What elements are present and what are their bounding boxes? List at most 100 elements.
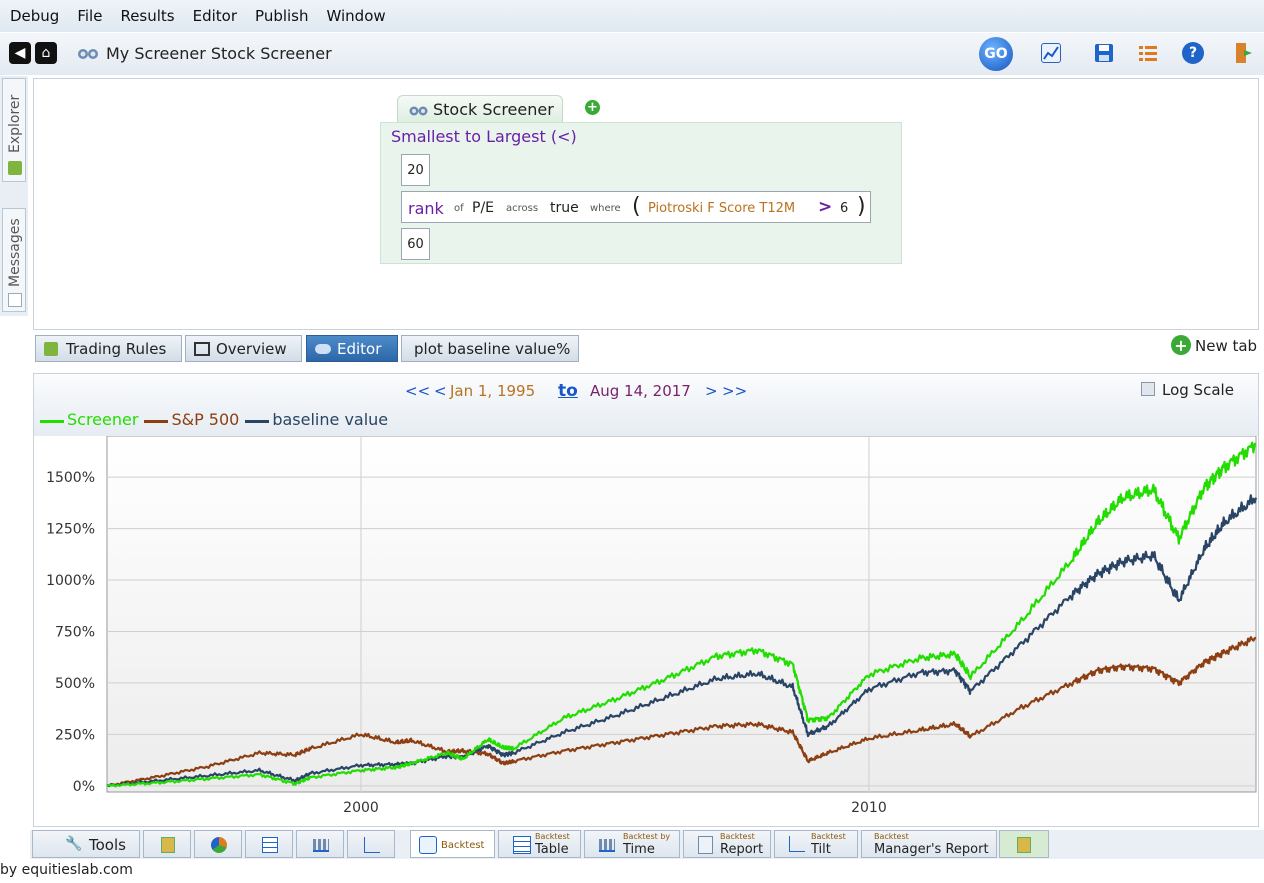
go-button[interactable]: GO: [979, 37, 1013, 71]
date-to-link[interactable]: to: [558, 381, 578, 401]
menu-file[interactable]: File: [77, 7, 103, 25]
new-tab-icon[interactable]: +: [1171, 335, 1191, 355]
tab-trading-rules-label: Trading Rules: [66, 339, 167, 358]
y-tick-label: 750%: [55, 624, 95, 640]
x-tick-label: 2000: [343, 800, 379, 816]
binoculars-icon: [76, 45, 100, 61]
next-fast-button[interactable]: >>: [722, 382, 748, 400]
tab-trading-rules[interactable]: Trading Rules: [35, 335, 182, 362]
tab-backtest-tilt[interactable]: Backtest Tilt: [774, 830, 858, 858]
across-keyword: across: [506, 203, 539, 214]
tab-time-small: Backtest by: [623, 832, 671, 841]
chart-panel: << < Jan 1, 1995 to Aug 14, 2017 > >> Lo…: [33, 373, 1259, 827]
messages-tab-label: Messages: [7, 218, 23, 287]
tab-manager-small: Backtest: [874, 832, 909, 841]
prev-button[interactable]: <: [434, 382, 447, 400]
new-tab-label[interactable]: New tab: [1195, 337, 1258, 355]
home-icon[interactable]: ⌂: [35, 42, 57, 64]
start-date[interactable]: Jan 1, 1995: [450, 382, 536, 400]
tab-backtest-label: Backtest: [441, 840, 485, 851]
footer-credit: by equitieslab.com: [0, 862, 133, 878]
scatter-icon: [364, 837, 380, 853]
menu-bar: Debug File Results Editor Publish Window: [0, 0, 1264, 32]
tab-backtest-manager[interactable]: Backtest Manager's Report: [861, 830, 997, 858]
menu-debug[interactable]: Debug: [10, 7, 60, 25]
tab-backtest-table[interactable]: Backtest Table: [498, 830, 581, 858]
toolbar: ◀ ⌂ My Screener Stock Screener GO ?: [0, 33, 1264, 75]
chart-icon[interactable]: [1041, 43, 1061, 63]
back-icon[interactable]: ◀: [9, 42, 31, 64]
legend-sp500: S&P 500: [171, 410, 240, 429]
tab-tools-label: Tools: [89, 836, 126, 854]
editor-tabs: Trading Rules Overview Editor plot basel…: [33, 335, 1263, 365]
rule-container: Smallest to Largest (<) 20 rank of P/E a…: [380, 122, 902, 264]
tab-rules-icon[interactable]: [143, 830, 191, 858]
rank-keyword: rank: [408, 199, 444, 218]
messages-tab[interactable]: Messages: [2, 208, 26, 312]
tab-scatter-icon[interactable]: [347, 830, 395, 858]
tab-backtest[interactable]: Backtest: [410, 830, 495, 858]
open-paren: (: [632, 194, 641, 219]
bar-chart-icon: [313, 839, 329, 852]
metric-field[interactable]: P/E: [472, 200, 495, 216]
tab-plot-baseline-label: plot baseline value%: [414, 339, 571, 358]
pie-chart-icon: [211, 837, 227, 853]
condition-field[interactable]: Piotroski F Score T12M: [648, 201, 796, 216]
rule-tab-label: Stock Screener: [433, 100, 554, 119]
report-icon: [698, 836, 713, 854]
exit-icon[interactable]: [1234, 42, 1254, 64]
add-rule-tab-icon[interactable]: +: [585, 100, 600, 115]
legend-baseline: baseline value: [272, 410, 389, 429]
y-tick-label: 500%: [55, 676, 95, 692]
save-icon[interactable]: [1094, 43, 1114, 63]
tab-overview-label: Overview: [216, 339, 287, 358]
overview-icon: [194, 341, 210, 356]
max-value-field[interactable]: 60: [401, 228, 430, 260]
plot-area: [106, 436, 1257, 793]
list-icon[interactable]: [1138, 44, 1158, 62]
trading-rules-icon: [44, 341, 58, 356]
menu-publish[interactable]: Publish: [255, 7, 309, 25]
menu-window[interactable]: Window: [326, 7, 386, 25]
tab-backtest-time[interactable]: Backtest by Time: [584, 830, 680, 858]
explorer-icon: [8, 161, 22, 175]
help-icon[interactable]: ?: [1182, 42, 1204, 64]
sp500-line: [106, 636, 1257, 787]
next-button[interactable]: >: [705, 382, 718, 400]
y-tick-label: 250%: [55, 727, 95, 743]
chart-header: [34, 374, 1258, 436]
log-scale-checkbox[interactable]: [1141, 382, 1155, 396]
tab-table-label: Table: [535, 842, 569, 857]
tab-editor[interactable]: Editor: [306, 335, 398, 362]
tab-time-label: Time: [623, 842, 655, 857]
tab-rules-icon-2[interactable]: [999, 830, 1049, 858]
log-scale-label: Log Scale: [1162, 381, 1234, 399]
tab-backtest-report[interactable]: Backtest Report: [683, 830, 771, 858]
explorer-tab[interactable]: Explorer: [2, 78, 26, 182]
sort-order-label[interactable]: Smallest to Largest (<): [391, 127, 577, 146]
tab-tools[interactable]: 🔧 Tools: [32, 830, 140, 858]
operator[interactable]: >: [818, 197, 833, 217]
tab-plot-baseline[interactable]: plot baseline value%: [401, 335, 579, 362]
tab-pie-icon[interactable]: [194, 830, 242, 858]
line-chart: 0% 250% 500% 750% 1000% 1250% 1500% 2000 2010: [46, 436, 1258, 816]
tab-bar-icon[interactable]: [296, 830, 344, 858]
prev-fast-button[interactable]: <<: [405, 382, 431, 400]
tab-overview[interactable]: Overview: [185, 335, 302, 362]
legend-swatch-screener: [40, 420, 64, 423]
y-tick-label: 1000%: [46, 573, 95, 589]
close-paren: ): [857, 194, 866, 219]
end-date[interactable]: Aug 14, 2017: [590, 382, 691, 400]
tab-grid-icon[interactable]: [245, 830, 293, 858]
menu-editor[interactable]: Editor: [192, 7, 238, 25]
min-value-field[interactable]: 20: [401, 154, 430, 186]
across-value[interactable]: true: [550, 200, 579, 216]
x-tick-label: 2010: [851, 800, 887, 816]
legend-swatch-sp500: [144, 420, 169, 423]
tab-tilt-small: Backtest: [811, 832, 846, 841]
menu-results[interactable]: Results: [120, 7, 175, 25]
rank-expression[interactable]: rank of P/E across true where ( Piotrosk…: [401, 191, 871, 223]
tab-stock-screener[interactable]: Stock Screener: [397, 95, 563, 123]
threshold-value[interactable]: 6: [840, 201, 849, 216]
tab-manager-label: Manager's Report: [874, 842, 989, 857]
